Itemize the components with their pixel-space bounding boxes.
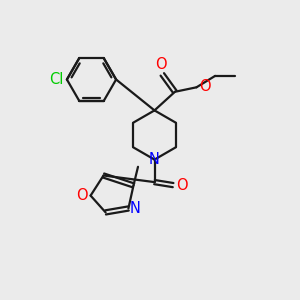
Text: O: O — [199, 79, 211, 94]
Text: Cl: Cl — [49, 72, 63, 87]
Text: O: O — [76, 188, 88, 203]
Text: O: O — [176, 178, 188, 193]
Text: N: N — [149, 152, 160, 167]
Text: O: O — [155, 57, 166, 72]
Text: N: N — [130, 201, 141, 216]
